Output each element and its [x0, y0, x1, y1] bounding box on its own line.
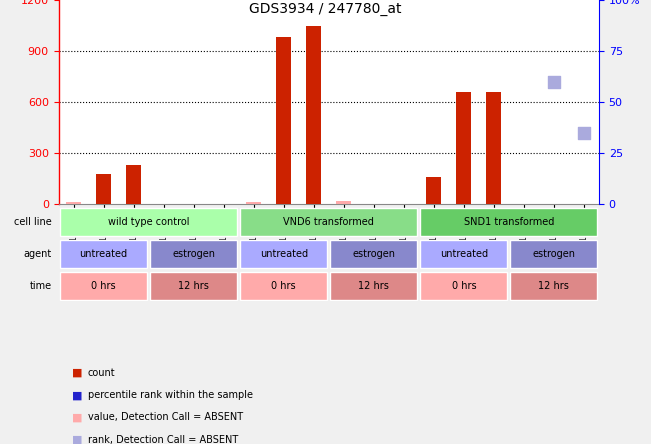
Text: estrogen: estrogen: [352, 249, 395, 259]
Bar: [276, 37, 291, 204]
Text: agent: agent: [24, 249, 52, 259]
Bar: [426, 177, 441, 204]
FancyBboxPatch shape: [60, 272, 147, 300]
FancyBboxPatch shape: [421, 208, 598, 236]
Bar: [306, 26, 321, 204]
FancyBboxPatch shape: [421, 272, 507, 300]
FancyBboxPatch shape: [240, 208, 417, 236]
Bar: [486, 92, 501, 204]
Text: ■: ■: [72, 390, 82, 400]
Bar: [66, 202, 81, 204]
Text: count: count: [88, 368, 115, 378]
Text: 0 hrs: 0 hrs: [452, 281, 476, 291]
FancyBboxPatch shape: [330, 240, 417, 268]
FancyBboxPatch shape: [240, 272, 327, 300]
Text: time: time: [30, 281, 52, 291]
Text: ■: ■: [72, 368, 82, 378]
Text: untreated: untreated: [79, 249, 128, 259]
FancyBboxPatch shape: [150, 272, 237, 300]
Text: estrogen: estrogen: [172, 249, 215, 259]
Bar: [126, 165, 141, 204]
FancyBboxPatch shape: [240, 240, 327, 268]
Text: value, Detection Call = ABSENT: value, Detection Call = ABSENT: [88, 412, 243, 422]
FancyBboxPatch shape: [510, 272, 598, 300]
FancyBboxPatch shape: [421, 240, 507, 268]
Text: cell line: cell line: [14, 217, 52, 227]
Text: 12 hrs: 12 hrs: [178, 281, 209, 291]
Bar: [246, 202, 261, 204]
Point: [549, 78, 559, 85]
Text: estrogen: estrogen: [533, 249, 575, 259]
Text: ■: ■: [72, 412, 82, 422]
Bar: [96, 174, 111, 204]
Text: rank, Detection Call = ABSENT: rank, Detection Call = ABSENT: [88, 435, 238, 444]
Bar: [337, 201, 352, 204]
Text: 0 hrs: 0 hrs: [271, 281, 296, 291]
Text: 0 hrs: 0 hrs: [91, 281, 116, 291]
FancyBboxPatch shape: [510, 240, 598, 268]
FancyBboxPatch shape: [330, 272, 417, 300]
Text: untreated: untreated: [260, 249, 308, 259]
Bar: [456, 92, 471, 204]
Text: ■: ■: [72, 435, 82, 444]
Text: VND6 transformed: VND6 transformed: [283, 217, 374, 227]
Point: [579, 129, 589, 136]
FancyBboxPatch shape: [60, 240, 147, 268]
Text: 12 hrs: 12 hrs: [538, 281, 570, 291]
Text: percentile rank within the sample: percentile rank within the sample: [88, 390, 253, 400]
Text: SND1 transformed: SND1 transformed: [464, 217, 554, 227]
Text: wild type control: wild type control: [108, 217, 189, 227]
FancyBboxPatch shape: [150, 240, 237, 268]
FancyBboxPatch shape: [60, 208, 237, 236]
Text: untreated: untreated: [440, 249, 488, 259]
Text: 12 hrs: 12 hrs: [358, 281, 389, 291]
Text: GDS3934 / 247780_at: GDS3934 / 247780_at: [249, 2, 402, 16]
